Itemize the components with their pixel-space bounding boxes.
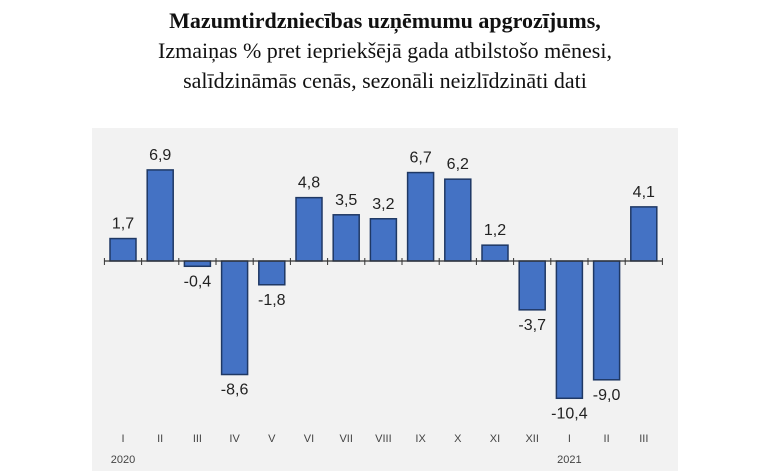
x-tick-label: X [454, 433, 462, 445]
chart-title: Mazumtirdzniecības uzņēmumu apgrozījums, [169, 8, 601, 33]
data-label: 4,1 [633, 184, 655, 201]
bar [220, 260, 249, 376]
data-label: 6,7 [409, 150, 431, 167]
x-tick-label: IV [229, 433, 240, 445]
x-tick-label: VII [339, 433, 352, 445]
x-tick-label: VI [304, 433, 314, 445]
data-label: 3,5 [335, 192, 357, 209]
x-tick-label: II [604, 433, 610, 445]
year-label: 2021 [557, 454, 581, 466]
data-label: 1,7 [112, 216, 134, 233]
data-label: -1,8 [258, 292, 286, 309]
data-label: -3,7 [518, 317, 546, 334]
data-label: -8,6 [221, 382, 249, 399]
data-label: 4,8 [298, 175, 320, 192]
chart-titles: Mazumtirdzniecības uzņēmumu apgrozījums,… [0, 6, 770, 96]
bar [146, 169, 174, 262]
x-tick-label: III [639, 433, 648, 445]
data-label: 6,2 [447, 156, 469, 173]
bar [444, 178, 472, 262]
bar [555, 260, 584, 400]
bar [183, 260, 212, 268]
bar [332, 214, 360, 262]
bar [369, 218, 398, 262]
bar [258, 260, 286, 286]
x-tick-label: I [568, 433, 571, 445]
bar [406, 171, 435, 262]
x-tick-label: IX [415, 433, 426, 445]
data-label: -0,4 [184, 273, 212, 290]
data-label: -9,0 [593, 387, 621, 404]
x-tick-label: VIII [375, 433, 392, 445]
chart-subtitle-line-1: Izmaiņas % pret iepriekšējā gada atbilst… [158, 38, 612, 63]
x-tick-label: I [121, 433, 124, 445]
data-label: 6,9 [149, 147, 171, 164]
bar [481, 244, 509, 262]
x-tick-label: XI [490, 433, 500, 445]
chart-subtitle-line-2: salīdzināmās cenās, sezonāli neizlīdzinā… [183, 68, 587, 93]
x-tick-label: II [157, 433, 163, 445]
bar [109, 237, 137, 262]
bar [592, 260, 621, 381]
x-tick-label: XII [525, 433, 538, 445]
data-label: 1,2 [484, 222, 506, 239]
plot-background [92, 128, 678, 471]
data-label: 3,2 [372, 196, 394, 213]
bar [518, 260, 546, 311]
year-label: 2020 [111, 454, 135, 466]
x-tick-label: III [193, 433, 202, 445]
x-tick-label: V [268, 433, 276, 445]
data-label: -10,4 [551, 405, 588, 422]
bar [295, 196, 323, 262]
bar [630, 206, 658, 262]
